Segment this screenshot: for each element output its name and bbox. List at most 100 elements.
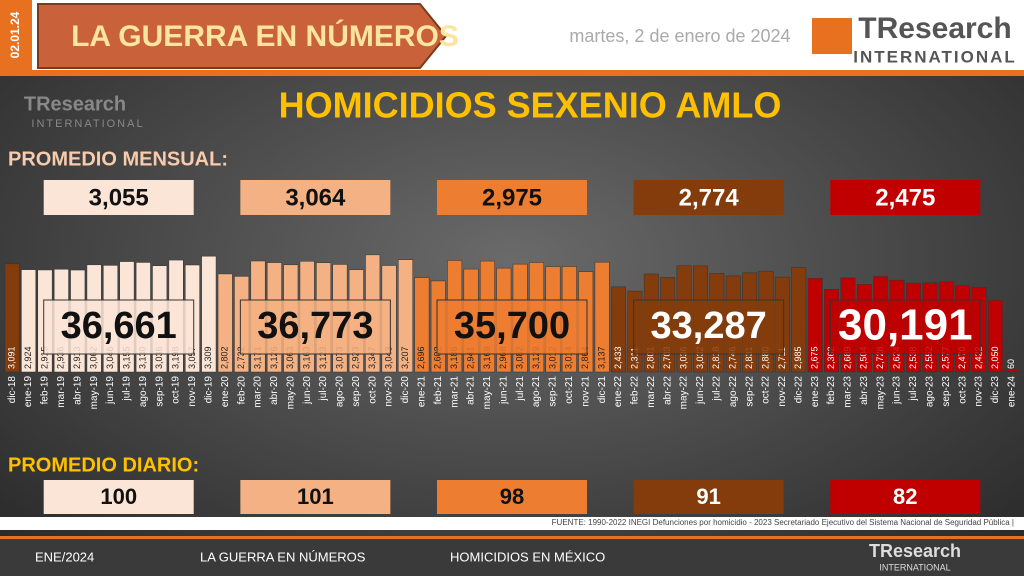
value-label: 2,538 [908, 346, 918, 369]
value-label: 3,012 [547, 346, 557, 369]
x-tick-label: may-20 [285, 376, 296, 410]
x-tick-label: jun-19 [105, 376, 116, 405]
value-label: 2,831 [744, 346, 754, 369]
bar [4, 263, 20, 373]
x-tick-label: abr-22 [662, 376, 673, 405]
x-tick-label: ene-21 [417, 376, 428, 408]
value-label: 2,711 [777, 347, 787, 369]
x-tick-label: ene-23 [810, 376, 821, 408]
watermark-sub: INTERNATIONAL [31, 118, 144, 130]
value-label: 2,864 [580, 346, 590, 369]
value-label: 3,171 [252, 346, 262, 369]
total: 30,191 [838, 301, 973, 350]
value-label: 3,091 [7, 346, 17, 369]
bar [21, 269, 37, 373]
total: 36,773 [257, 305, 373, 347]
value-label: 2,624 [891, 346, 901, 369]
x-tick-label: feb-20 [236, 376, 247, 405]
x-tick-label: jul-22 [711, 376, 722, 402]
value-label: 2,924 [23, 346, 33, 369]
x-tick-label: oct-21 [564, 376, 575, 404]
x-tick-label: feb-19 [40, 376, 51, 405]
total-box [829, 299, 981, 355]
value-label: 3,347 [367, 346, 377, 369]
value-label: 3,309 [203, 346, 213, 369]
x-tick-label: dic-22 [793, 376, 804, 404]
daily-box [633, 480, 784, 514]
section-title: LA GUERRA EN NÚMEROS [71, 19, 459, 53]
chart-title: HOMICIDIOS SEXENIO AMLO [279, 85, 782, 126]
x-tick-label: sep-20 [351, 376, 362, 407]
value-label: 2,818 [711, 346, 721, 369]
footer-item[interactable]: ENE/2024 [35, 549, 94, 564]
value-label: 2,801 [646, 346, 656, 369]
x-tick-label: oct-20 [367, 376, 378, 404]
bar [791, 267, 807, 373]
daily-box [830, 480, 981, 514]
value-label: 2,602 [433, 346, 443, 369]
value-label: 2,732 [236, 346, 246, 369]
x-tick-label: abr-19 [72, 376, 83, 405]
x-tick-label: ago-20 [335, 376, 346, 408]
x-tick-label: feb-21 [433, 376, 444, 405]
value-label: 2,504 [859, 346, 869, 369]
x-tick-label: oct-22 [761, 376, 772, 404]
bar [807, 278, 823, 373]
value-label: 3,137 [597, 346, 607, 369]
total-box [633, 299, 785, 355]
monthly-box [240, 180, 391, 215]
x-tick-label: sep-19 [154, 376, 165, 407]
x-tick-label: ene-19 [23, 376, 34, 408]
value-label: 3,032 [695, 346, 705, 369]
x-tick-label: jun-21 [498, 376, 509, 405]
value-label: 3,062 [89, 346, 99, 369]
x-tick-label: nov-20 [384, 376, 395, 407]
x-tick-label: feb-22 [630, 376, 641, 405]
value-label: 3,169 [482, 346, 492, 369]
x-tick-label: ene-24 [1006, 376, 1017, 408]
footer-rule [0, 536, 1024, 539]
value-label: 2,689 [842, 346, 852, 369]
monthly-average: 3,064 [285, 184, 346, 211]
value-label: 2,985 [793, 346, 803, 369]
total-box [436, 299, 588, 355]
x-tick-label: ago-19 [138, 376, 149, 408]
bar [594, 261, 610, 373]
daily-average: 101 [297, 484, 334, 509]
x-tick-label: dic-23 [990, 376, 1001, 404]
x-tick-label: abr-20 [269, 376, 280, 405]
value-label: 2,362 [826, 346, 836, 369]
footer-item[interactable]: LA GUERRA EN NÚMEROS [200, 549, 366, 564]
monthly-box [633, 180, 784, 215]
value-label: 3,123 [318, 346, 328, 369]
x-tick-label: jun-23 [892, 376, 903, 405]
x-tick-label: ene-22 [613, 376, 624, 408]
daily-box [437, 480, 587, 514]
x-tick-label: ene-20 [220, 376, 231, 408]
monthly-average: 2,774 [679, 184, 740, 211]
total: 33,287 [651, 305, 767, 347]
monthly-box [830, 180, 981, 215]
brand-sub: INTERNATIONAL [853, 47, 1017, 66]
footer-brand-sub: INTERNATIONAL [879, 562, 950, 572]
value-label: 3,129 [531, 346, 541, 369]
bar [217, 273, 233, 373]
value-label: 2,675 [810, 346, 820, 369]
bar [414, 277, 430, 373]
x-tick-label: sep-23 [941, 376, 952, 407]
value-label: 2,915 [39, 346, 49, 369]
x-tick-label: nov-22 [777, 376, 788, 407]
value-label: 2,703 [662, 346, 672, 369]
value-label: 2,880 [760, 346, 770, 369]
value-label: 3,186 [449, 346, 459, 369]
x-tick-label: dic-18 [7, 376, 18, 404]
value-label: 2,470 [957, 346, 967, 369]
value-label: 2,311 [629, 347, 639, 369]
total: 35,700 [454, 305, 570, 347]
x-tick-label: jun-22 [695, 376, 706, 405]
value-label: 2,941 [465, 346, 475, 369]
footer-item[interactable]: HOMICIDIOS EN MÉXICO [450, 549, 605, 564]
x-tick-label: jul-21 [515, 376, 526, 402]
bar [987, 300, 1003, 373]
x-tick-label: ago-22 [728, 376, 739, 408]
